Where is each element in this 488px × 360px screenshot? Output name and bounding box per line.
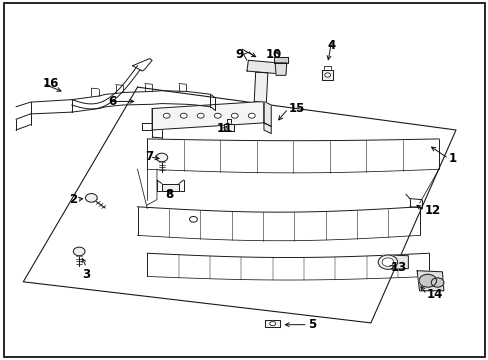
Text: 9: 9 <box>235 48 243 61</box>
Text: 10: 10 <box>265 48 281 61</box>
Circle shape <box>214 113 221 118</box>
Polygon shape <box>162 184 179 192</box>
Circle shape <box>377 255 397 269</box>
Circle shape <box>324 73 330 77</box>
Circle shape <box>73 247 85 256</box>
Polygon shape <box>224 123 233 131</box>
Circle shape <box>189 216 197 222</box>
Circle shape <box>163 113 170 118</box>
Polygon shape <box>265 320 280 327</box>
Text: 3: 3 <box>82 267 90 280</box>
Text: 6: 6 <box>108 95 116 108</box>
Text: 13: 13 <box>389 261 406 274</box>
Polygon shape <box>254 72 267 102</box>
Polygon shape <box>275 63 286 75</box>
Text: 11: 11 <box>217 122 233 135</box>
Polygon shape <box>264 102 271 126</box>
Circle shape <box>381 258 393 266</box>
Text: 5: 5 <box>307 318 315 331</box>
Circle shape <box>269 321 275 326</box>
Text: 8: 8 <box>164 188 173 201</box>
Text: 15: 15 <box>287 102 304 115</box>
Text: 14: 14 <box>426 288 442 301</box>
Text: 12: 12 <box>424 204 440 217</box>
Circle shape <box>197 113 203 118</box>
Circle shape <box>180 113 187 118</box>
Polygon shape <box>246 60 277 73</box>
Circle shape <box>231 113 238 118</box>
Circle shape <box>430 278 443 287</box>
Text: 1: 1 <box>448 152 456 165</box>
Circle shape <box>418 274 436 287</box>
Text: 16: 16 <box>42 77 59 90</box>
Circle shape <box>156 153 167 162</box>
Polygon shape <box>273 58 287 63</box>
Text: 7: 7 <box>145 150 153 163</box>
Text: 4: 4 <box>327 39 335 52</box>
Circle shape <box>248 113 255 118</box>
Circle shape <box>85 194 97 202</box>
Polygon shape <box>152 102 264 130</box>
Polygon shape <box>387 255 407 269</box>
Text: 2: 2 <box>68 193 77 206</box>
Polygon shape <box>416 271 443 291</box>
Polygon shape <box>23 87 455 323</box>
Polygon shape <box>264 123 271 134</box>
Polygon shape <box>322 70 332 80</box>
